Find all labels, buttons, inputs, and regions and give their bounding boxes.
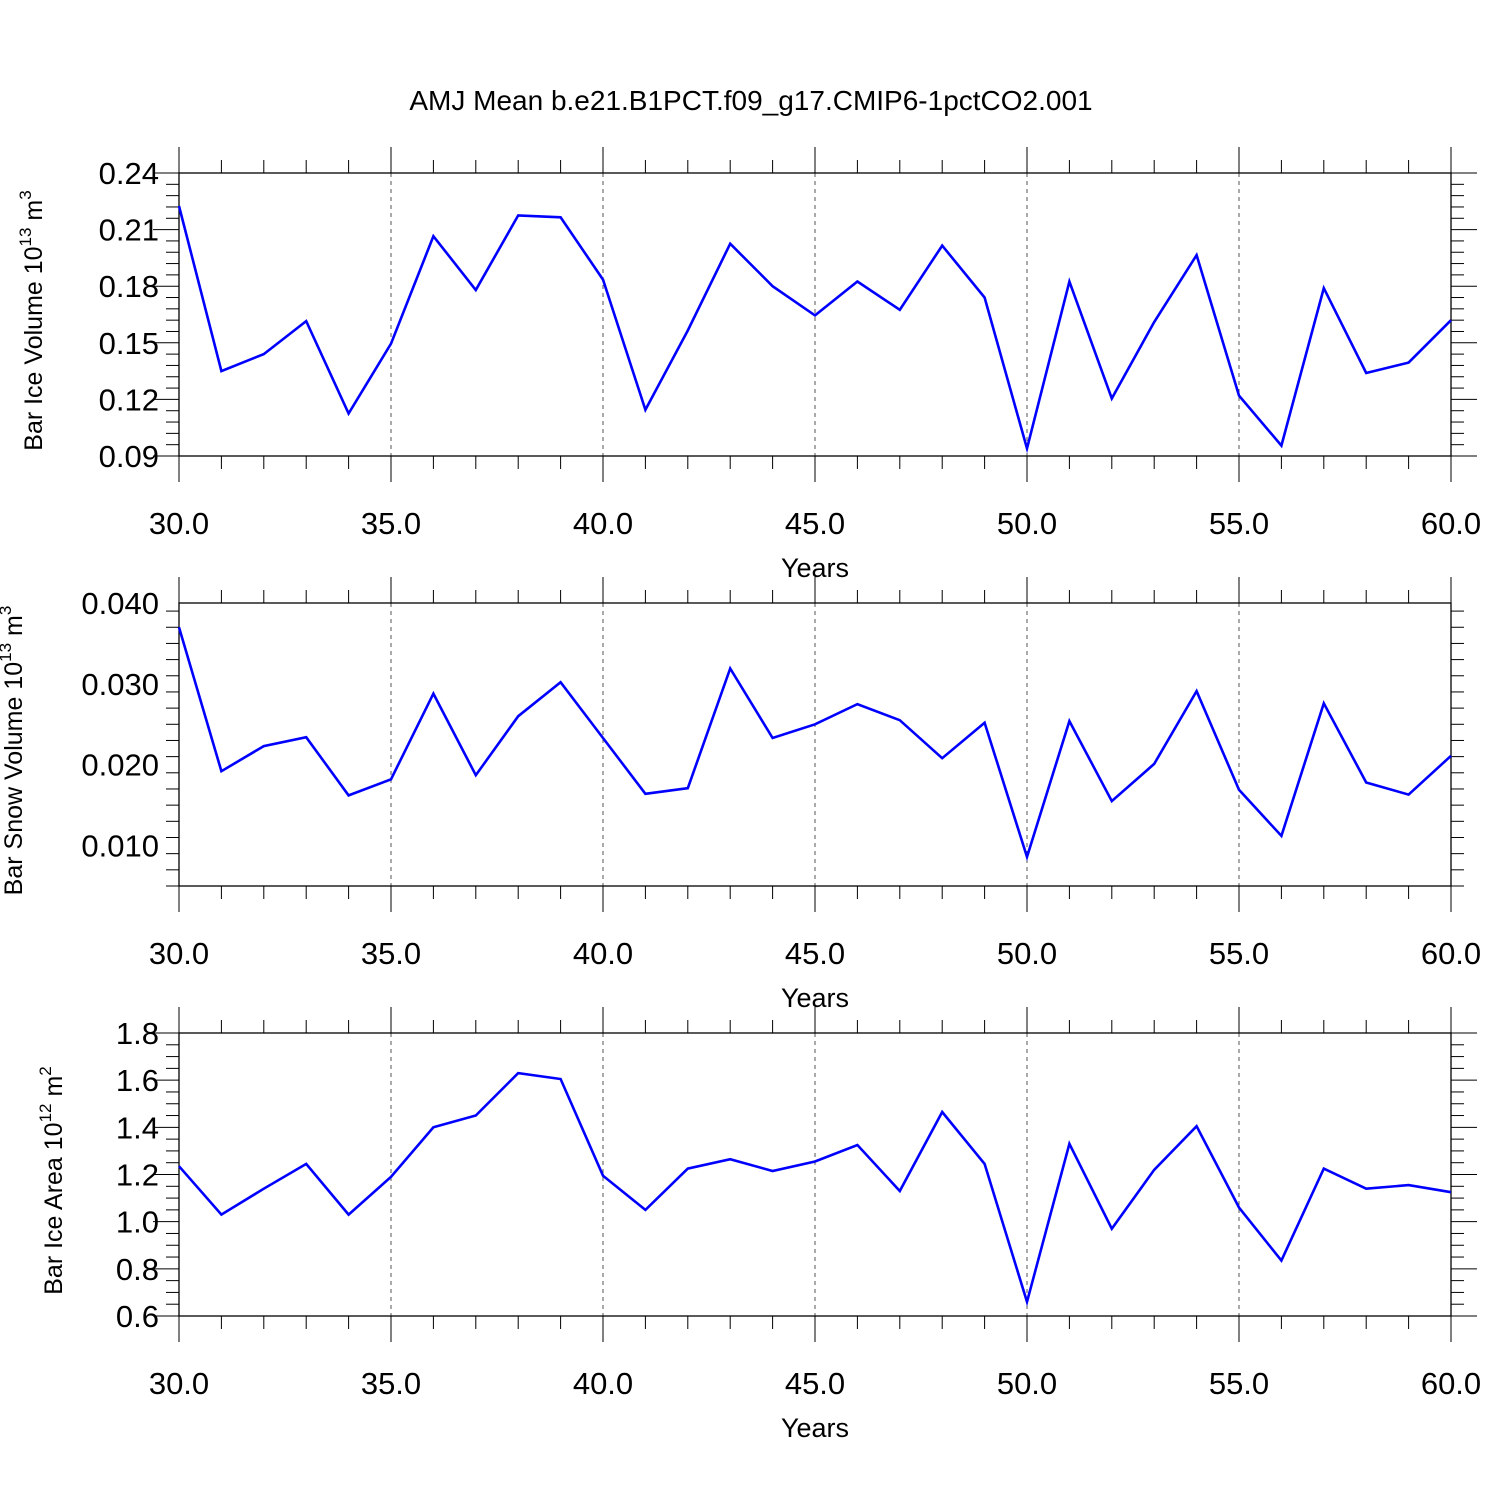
figure-title: AMJ Mean b.e21.B1PCT.f09_g17.CMIP6-1pctC… [409, 85, 1092, 116]
y-axis-label-part: Bar Ice Volume 10 [20, 246, 48, 450]
y-tick-label: 0.18 [99, 269, 159, 304]
y-axis-label: Bar Ice Area 1012 m2 [36, 1066, 68, 1295]
y-tick-label: 0.030 [81, 667, 159, 702]
x-tick-label: 60.0 [1421, 506, 1481, 541]
x-tick-label: 50.0 [997, 1366, 1057, 1401]
y-axis-label: Bar Ice Volume 1013 m3 [16, 190, 48, 450]
y-tick-label: 0.040 [81, 586, 159, 621]
x-tick-label: 35.0 [361, 506, 421, 541]
y-axis-label-part: Bar Snow Volume 10 [0, 662, 28, 895]
y-axis-label-superscript: 13 [16, 228, 35, 247]
y-tick-label: 0.6 [116, 1299, 159, 1334]
y-axis-label-superscript: 3 [0, 606, 15, 615]
x-tick-label: 40.0 [573, 936, 633, 971]
series-line [177, 205, 1452, 454]
y-tick-label: 1.8 [116, 1016, 159, 1051]
y-tick-label: 0.010 [81, 829, 159, 864]
x-tick-label: 40.0 [573, 506, 633, 541]
y-axis-label-superscript: 13 [0, 643, 15, 662]
y-tick-label: 0.12 [99, 382, 159, 417]
y-tick-label: 0.15 [99, 326, 159, 361]
x-tick-label: 30.0 [149, 506, 209, 541]
y-axis-label: Bar Snow Volume 1013 m3 [0, 606, 28, 896]
y-axis-label-superscript: 2 [36, 1066, 55, 1075]
panel-ice-volume: 0.09 0.12 0.15 0.18 0.21 0.24 30.0 35.0 40.0 45.0… [16, 147, 1481, 583]
y-axis-label-part: Bar Ice Area 10 [40, 1122, 68, 1294]
y-tick-label: 1.0 [116, 1205, 159, 1240]
x-tick-label: 45.0 [785, 506, 845, 541]
y-axis-label-part: m [20, 200, 48, 228]
series-line [177, 626, 1452, 862]
y-axis-label-part: m [40, 1076, 68, 1104]
y-tick-label: 1.2 [116, 1158, 159, 1193]
y-tick-label: 0.8 [116, 1252, 159, 1287]
y-axis-label-part: m [0, 615, 28, 643]
panel-snow-volume: 0.010 0.020 0.030 0.040 30.0 35.0 40.0 45.0 50.0… [0, 577, 1481, 1013]
x-tick-label: 40.0 [573, 1366, 633, 1401]
x-tick-label: 30.0 [149, 1366, 209, 1401]
y-axis-label-superscript: 3 [16, 190, 35, 199]
x-tick-label: 30.0 [149, 936, 209, 971]
x-axis-label: Years [781, 1413, 849, 1443]
x-tick-label: 60.0 [1421, 1366, 1481, 1401]
y-tick-label: 1.6 [116, 1063, 159, 1098]
x-tick-label: 35.0 [361, 1366, 421, 1401]
x-tick-label: 50.0 [997, 936, 1057, 971]
x-tick-label: 45.0 [785, 1366, 845, 1401]
x-tick-label: 35.0 [361, 936, 421, 971]
x-tick-label: 55.0 [1209, 506, 1269, 541]
x-tick-label: 50.0 [997, 506, 1057, 541]
x-tick-label: 55.0 [1209, 936, 1269, 971]
y-tick-label: 0.21 [99, 213, 159, 248]
y-tick-label: 1.4 [116, 1110, 159, 1145]
x-tick-label: 55.0 [1209, 1366, 1269, 1401]
y-tick-label: 0.09 [99, 439, 159, 474]
y-tick-label: 0.020 [81, 748, 159, 783]
y-tick-label: 0.24 [99, 156, 159, 191]
x-tick-label: 60.0 [1421, 936, 1481, 971]
x-tick-label: 45.0 [785, 936, 845, 971]
panel-ice-area: 0.6 0.8 1.0 1.2 1.4 1.6 1.8 30.0 35.0 40.0 45.0 50.… [36, 1007, 1481, 1443]
series-line [178, 1071, 1452, 1307]
y-axis-label-superscript: 12 [36, 1104, 55, 1123]
